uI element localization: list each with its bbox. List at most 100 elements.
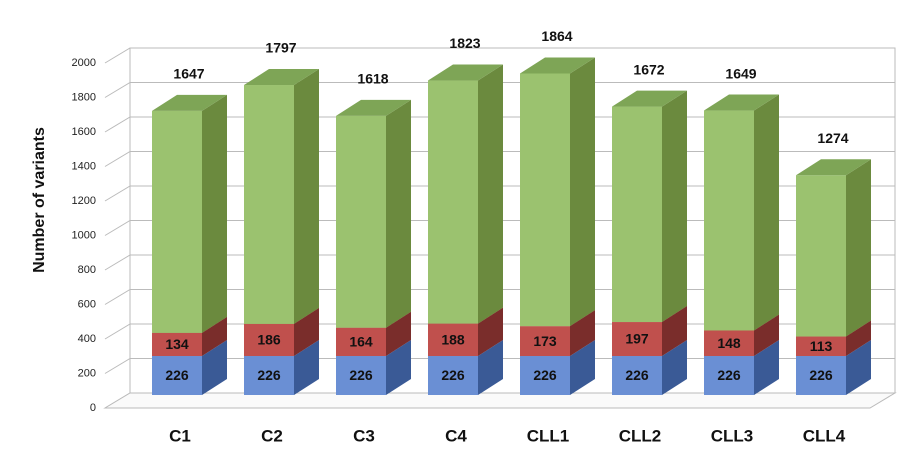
- value-label: 226: [349, 367, 373, 383]
- bar-segment: [336, 356, 386, 395]
- grid-line: [104, 82, 895, 98]
- grid-line: [104, 47, 895, 64]
- total-label: 1647: [173, 66, 204, 82]
- value-label: 164: [349, 334, 373, 350]
- bar-segment: [612, 322, 662, 357]
- total-label: 1823: [449, 35, 480, 51]
- bar-side: [846, 320, 871, 357]
- y-tick-label: 0: [90, 402, 96, 414]
- x-tick-label: C3: [353, 426, 375, 445]
- x-tick-label: CLL2: [619, 426, 662, 445]
- total-label: 1797: [265, 40, 296, 56]
- bar-segment: [520, 73, 570, 327]
- value-label: 226: [165, 367, 189, 383]
- bar-side: [294, 340, 319, 395]
- value-label: 173: [533, 333, 557, 349]
- value-label: 226: [625, 367, 649, 383]
- bar-side: [754, 94, 779, 331]
- bar-top: [244, 69, 319, 86]
- bar-side: [570, 57, 595, 327]
- y-tick-label: 200: [78, 367, 96, 379]
- total-label: 1672: [633, 61, 664, 77]
- y-tick-label: 600: [78, 298, 96, 310]
- bar-segment: [704, 330, 754, 357]
- value-label: 148: [717, 335, 741, 351]
- bar-top: [704, 94, 779, 111]
- value-label: 188: [441, 332, 465, 348]
- bar-segment: [612, 356, 662, 395]
- bar-segment: [796, 356, 846, 395]
- bar-top: [152, 94, 227, 111]
- bar-segment: [796, 175, 846, 337]
- bar-segment: [244, 323, 294, 357]
- bar-segment: [428, 323, 478, 357]
- bar-top: [520, 57, 595, 74]
- value-label: 226: [441, 367, 465, 383]
- bar-segment: [704, 356, 754, 395]
- bar-side: [294, 307, 319, 357]
- value-label: 226: [809, 367, 833, 383]
- y-tick-label: 1600: [72, 126, 96, 138]
- bar-segment: [336, 115, 386, 328]
- bar-side: [754, 340, 779, 395]
- bar-side: [202, 94, 227, 333]
- bar-side: [570, 340, 595, 395]
- x-tick-label: C1: [169, 426, 191, 445]
- total-label: 1618: [357, 71, 388, 87]
- y-tick-label: 2000: [72, 57, 96, 69]
- y-axis-title: Number of variants: [31, 127, 48, 273]
- bar-side: [202, 316, 227, 357]
- bar-segment: [796, 336, 846, 357]
- bar-side: [662, 306, 687, 357]
- bar-segment: [336, 327, 386, 357]
- bar-segment: [244, 85, 294, 324]
- total-label: 1274: [817, 130, 848, 146]
- y-tick-label: 800: [78, 264, 96, 276]
- bar-segment: [428, 80, 478, 324]
- bar-top: [796, 159, 871, 176]
- bar-side: [478, 64, 503, 324]
- bar-segment: [428, 356, 478, 395]
- bar-side: [294, 69, 319, 324]
- bar-side: [478, 340, 503, 395]
- y-tick-label: 400: [78, 333, 96, 345]
- bar-segment: [520, 356, 570, 395]
- bar-segment: [152, 332, 202, 357]
- total-label: 1864: [541, 28, 572, 44]
- y-tick-label: 1400: [72, 160, 96, 172]
- bar-top: [336, 99, 411, 116]
- value-label: 226: [533, 367, 557, 383]
- bar-side: [846, 159, 871, 337]
- bar-top: [428, 64, 503, 81]
- value-label: 226: [257, 367, 281, 383]
- bar-side: [662, 90, 687, 323]
- x-tick-label: C2: [261, 426, 283, 445]
- x-tick-label: CLL1: [527, 426, 570, 445]
- bar-segment: [152, 110, 202, 333]
- bar-top: [612, 90, 687, 107]
- x-tick-label: CLL4: [803, 426, 846, 445]
- bar-side: [754, 314, 779, 357]
- bar-side: [386, 340, 411, 395]
- bar-segment: [152, 356, 202, 395]
- bar-side: [662, 340, 687, 395]
- bar-side: [202, 340, 227, 395]
- bar-side: [386, 99, 411, 328]
- bar-segment: [704, 110, 754, 331]
- bar-side: [478, 307, 503, 357]
- total-label: 1649: [725, 65, 756, 81]
- y-tick-label: 1800: [72, 91, 96, 103]
- value-label: 113: [810, 338, 833, 354]
- value-label: 197: [625, 331, 649, 347]
- y-tick-label: 1200: [72, 195, 96, 207]
- x-tick-label: CLL3: [711, 426, 754, 445]
- bar-side: [570, 310, 595, 357]
- bar-segment: [520, 326, 570, 357]
- value-label: 186: [257, 332, 281, 348]
- value-label: 134: [165, 336, 189, 352]
- bar-segment: [612, 106, 662, 323]
- bar-side: [386, 311, 411, 357]
- bar-side: [846, 340, 871, 395]
- x-tick-label: C4: [445, 426, 467, 445]
